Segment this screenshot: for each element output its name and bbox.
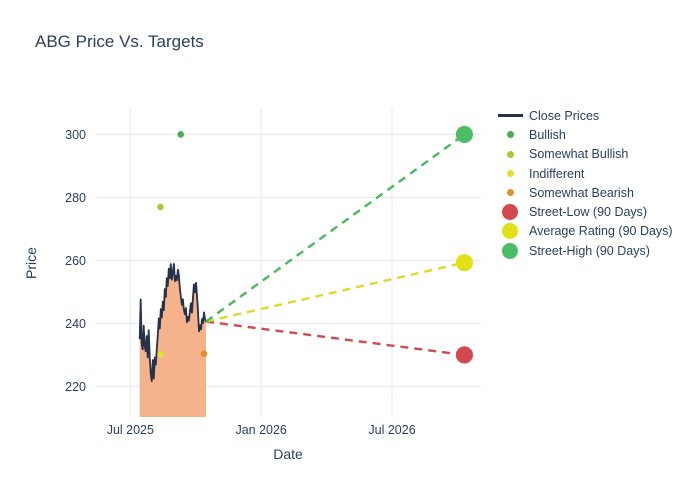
target-marker[interactable] (455, 254, 474, 272)
street-low-90-days-marker-icon (497, 204, 523, 221)
close-prices-line (138, 262, 207, 383)
y-tick-label: 240 (65, 317, 86, 331)
target-marker[interactable] (455, 346, 474, 364)
dot-small-swatch (506, 189, 514, 197)
dot-large-swatch (502, 204, 518, 221)
street-high-90-days-marker-icon (497, 242, 523, 259)
x-tick-label: Jul 2025 (107, 423, 154, 437)
legend-item-label: Street-High (90 Days) (529, 243, 650, 258)
dot-large-swatch (502, 223, 518, 240)
legend-item-label: Somewhat Bullish (529, 147, 629, 162)
rating-point[interactable] (200, 350, 208, 357)
legend-item-average-rating-90-days[interactable]: Average Rating (90 Days) (497, 222, 673, 241)
legend-item-close-prices[interactable]: Close Prices (497, 106, 673, 125)
x-axis-title: Date (273, 446, 303, 462)
bullish-marker-icon (497, 131, 523, 139)
close-prices-area (139, 263, 206, 417)
legend-item-label: Average Rating (90 Days) (529, 224, 673, 239)
y-tick-label: 220 (65, 380, 86, 394)
legend-item-label: Indifferent (529, 166, 585, 181)
rating-point[interactable] (157, 351, 164, 358)
indifferent-marker-icon (497, 170, 523, 178)
dot-small-swatch (506, 131, 514, 139)
target-trend-line (205, 261, 465, 323)
target-trend-line (205, 320, 465, 357)
legend-item-street-high-90-days[interactable]: Street-High (90 Days) (497, 241, 673, 260)
rating-point[interactable] (177, 131, 185, 138)
dot-small-swatch (506, 150, 514, 158)
chart-title: ABG Price Vs. Targets (35, 32, 204, 51)
legend-item-somewhat-bullish[interactable]: Somewhat Bullish (497, 145, 673, 164)
legend-item-label: Bullish (529, 127, 566, 142)
y-tick-label: 300 (65, 128, 86, 142)
x-tick-label: Jan 2026 (235, 423, 286, 437)
somewhat-bullish-marker-icon (497, 150, 523, 158)
y-axis-title: Price (23, 247, 39, 279)
dot-large-swatch (502, 242, 518, 259)
close-prices-marker-icon (497, 114, 523, 117)
legend: Close Prices Bullish Somewhat Bullish Indif… (497, 106, 673, 260)
y-tick-label: 260 (65, 254, 86, 268)
legend-item-label: Street-Low (90 Days) (529, 205, 648, 220)
legend-item-bullish[interactable]: Bullish (497, 125, 673, 144)
dot-small-swatch (506, 170, 514, 178)
average-rating-90-days-marker-icon (497, 223, 523, 240)
legend-item-indifferent[interactable]: Indifferent (497, 164, 673, 183)
target-trend-line (205, 133, 466, 323)
legend-item-somewhat-bearish[interactable]: Somewhat Bearish (497, 183, 673, 202)
line-swatch (497, 114, 523, 117)
legend-item-street-low-90-days[interactable]: Street-Low (90 Days) (497, 202, 673, 221)
legend-item-label: Somewhat Bearish (529, 185, 634, 200)
target-marker[interactable] (455, 125, 474, 144)
y-tick-label: 280 (65, 191, 86, 205)
legend-item-label: Close Prices (529, 108, 600, 123)
x-tick-label: Jul 2026 (368, 423, 415, 437)
somewhat-bearish-marker-icon (497, 189, 523, 197)
rating-point[interactable] (157, 203, 164, 211)
